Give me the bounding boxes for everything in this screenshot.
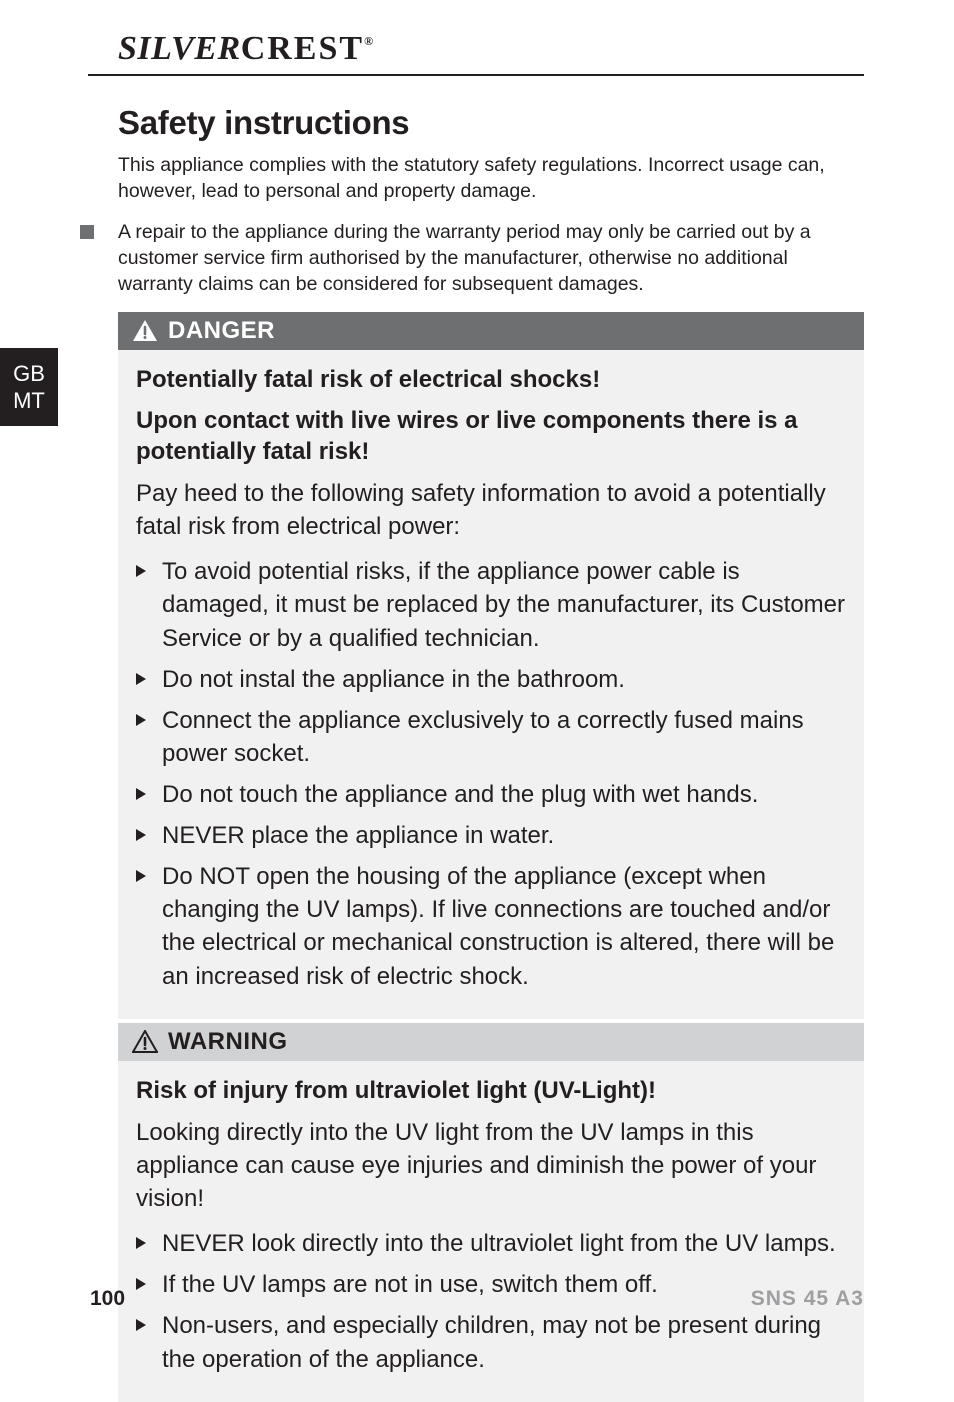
warning-body: Risk of injury from ultraviolet light (U… [118, 1061, 864, 1402]
square-list: A repair to the appliance during the war… [118, 219, 864, 298]
warning-header: WARNING [118, 1023, 864, 1061]
list-item: Non-users, and especially children, may … [136, 1309, 846, 1375]
danger-para: Pay heed to the following safety informa… [136, 477, 846, 543]
square-item-text: A repair to the appliance during the war… [118, 221, 811, 296]
triangle-bullet-icon [136, 565, 146, 577]
brand-part2: CREST [241, 30, 364, 67]
triangle-bullet-icon [136, 714, 146, 726]
square-bullet-icon [80, 225, 94, 239]
brand-part1: SILVER [118, 30, 241, 67]
list-item-text: Do not instal the appliance in the bathr… [162, 666, 625, 693]
section-title: Safety instructions [118, 104, 864, 142]
danger-body: Potentially fatal risk of electrical sho… [118, 350, 864, 1019]
square-item: A repair to the appliance during the war… [118, 219, 864, 298]
triangle-bullet-icon [136, 1319, 146, 1331]
header-rule [88, 74, 864, 76]
warning-sub1: Risk of injury from ultraviolet light (U… [136, 1075, 846, 1106]
triangle-bullet-icon [136, 673, 146, 685]
list-item-text: NEVER look directly into the ultraviolet… [162, 1230, 836, 1257]
triangle-bullet-icon [136, 829, 146, 841]
danger-label: DANGER [168, 317, 275, 345]
model-code: SNS 45 A3 [751, 1287, 864, 1311]
triangle-bullet-icon [136, 1237, 146, 1249]
brand-reg: ® [364, 34, 372, 48]
intro-text: This appliance complies with the statuto… [118, 152, 864, 205]
list-item-text: Do NOT open the housing of the appliance… [162, 863, 834, 989]
list-item-text: To avoid potential risks, if the applian… [162, 558, 845, 651]
list-item: Do not instal the appliance in the bathr… [136, 663, 846, 696]
list-item: To avoid potential risks, if the applian… [136, 555, 846, 654]
danger-list: To avoid potential risks, if the applian… [136, 555, 846, 992]
page: SILVERCREST® Safety instructions This ap… [0, 0, 954, 1355]
list-item: Do not touch the appliance and the plug … [136, 778, 846, 811]
brand-logo: SILVERCREST® [118, 30, 864, 68]
list-item-text: Do not touch the appliance and the plug … [162, 781, 758, 808]
warning-label: WARNING [168, 1028, 288, 1056]
warning-box: WARNING Risk of injury from ultraviolet … [118, 1023, 864, 1402]
danger-sub1: Potentially fatal risk of electrical sho… [136, 364, 846, 395]
danger-header: DANGER [118, 312, 864, 350]
list-item: Do NOT open the housing of the appliance… [136, 860, 846, 992]
triangle-bullet-icon [136, 788, 146, 800]
footer: 100 SNS 45 A3 [90, 1287, 864, 1311]
list-item: NEVER look directly into the ultraviolet… [136, 1227, 846, 1260]
list-item: NEVER place the appliance in water. [136, 819, 846, 852]
list-item-text: NEVER place the appliance in water. [162, 822, 554, 849]
list-item-text: Non-users, and especially children, may … [162, 1312, 821, 1372]
warning-triangle-icon [132, 1030, 158, 1053]
warning-para: Looking directly into the UV light from … [136, 1116, 846, 1215]
danger-box: DANGER Potentially fatal risk of electri… [118, 312, 864, 1019]
triangle-bullet-icon [136, 870, 146, 882]
danger-triangle-icon [132, 319, 158, 342]
list-item: Connect the appliance exclusively to a c… [136, 704, 846, 770]
danger-sub2: Upon contact with live wires or live com… [136, 405, 846, 467]
list-item-text: Connect the appliance exclusively to a c… [162, 707, 804, 767]
page-number: 100 [90, 1287, 125, 1311]
